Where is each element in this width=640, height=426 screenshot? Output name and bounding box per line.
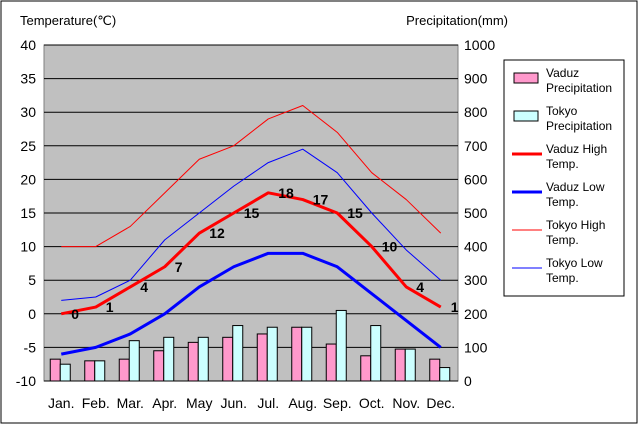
left-tick-label: -10 (16, 373, 36, 389)
precipitation-bar (128, 340, 140, 382)
series-line (61, 148, 442, 301)
series-line (60, 191, 442, 316)
right-axis-label: Precipitation(mm) (406, 13, 508, 28)
left-tick-label: 40 (20, 37, 36, 53)
precipitation-bar (197, 336, 209, 382)
precipitation-bar (153, 350, 165, 382)
left-tick-label: -5 (24, 339, 37, 355)
legend-swatch (513, 72, 539, 84)
precipitation-bar (370, 325, 382, 382)
legend-label: Vaduz High Temp. (546, 142, 607, 171)
x-tick-label: Aug. (288, 395, 317, 411)
series-line (60, 251, 442, 356)
x-tick-label: Dec. (426, 395, 455, 411)
data-label: 4 (416, 279, 424, 295)
right-tick-label: 800 (464, 104, 488, 120)
data-label: 1 (451, 299, 459, 315)
gridlines (44, 44, 458, 382)
precipitation-bar (256, 333, 268, 382)
legend-box (503, 59, 625, 297)
right-tick-label: 200 (464, 306, 488, 322)
precipitation-bar (404, 348, 416, 382)
data-labels: 0 1 4 7 12 15 18 17 15 10 4 1 (71, 185, 459, 322)
x-tick-label: Mar. (117, 395, 144, 411)
precipitation-bar (118, 358, 130, 382)
precipitation-bar (163, 336, 175, 382)
data-label: 4 (140, 279, 148, 295)
precipitation-bar (301, 326, 313, 382)
left-tick-label: 30 (20, 104, 36, 120)
precipitation-bars (49, 309, 451, 382)
data-label: 12 (209, 225, 225, 241)
legend-label: Tokyo High Temp. (546, 218, 605, 247)
precipitation-bar (222, 336, 234, 382)
left-tick-label: 5 (28, 272, 36, 288)
precipitation-bar (84, 360, 96, 382)
data-label: 15 (347, 205, 363, 221)
precipitation-bar (394, 348, 406, 382)
x-tick-label: Oct. (359, 395, 385, 411)
left-tick-label: 20 (20, 171, 36, 187)
left-axis-label: Temperature(℃) (20, 13, 116, 28)
temperature-lines (60, 104, 442, 356)
precipitation-bar (429, 358, 441, 382)
precipitation-bar (59, 363, 71, 382)
right-tick-label: 400 (464, 239, 488, 255)
right-tick-label: 0 (464, 373, 472, 389)
precipitation-bar (325, 343, 337, 382)
precipitation-bar (291, 326, 303, 382)
series-line (61, 104, 442, 248)
data-label: 15 (244, 205, 260, 221)
data-label: 18 (278, 185, 294, 201)
precipitation-bar (232, 325, 244, 382)
legend-label: Tokyo Low Temp. (546, 256, 603, 285)
legend-label: Vaduz Precipitation (546, 66, 612, 95)
x-tick-label: Jun. (221, 395, 247, 411)
legend-swatch (513, 110, 539, 122)
x-tick-label: Sep. (323, 395, 352, 411)
data-label: 0 (71, 306, 79, 322)
data-label: 1 (106, 299, 114, 315)
x-tick-label: Jan. (48, 395, 74, 411)
left-tick-label: 35 (20, 71, 36, 87)
right-tick-label: 500 (464, 205, 488, 221)
x-tick-label: Nov. (392, 395, 420, 411)
right-tick-label: 700 (464, 138, 488, 154)
x-tick-label: Feb. (82, 395, 110, 411)
legend: Vaduz Precipitation Tokyo Precipitation Vadu… (503, 59, 625, 297)
x-tick-label: May (186, 395, 212, 411)
axis-ticks: -10-505101520253035400100200300400500600… (16, 37, 496, 411)
precipitation-bar (335, 309, 347, 382)
right-tick-label: 900 (464, 71, 488, 87)
left-tick-label: 25 (20, 138, 36, 154)
right-tick-label: 1000 (464, 37, 495, 53)
legend-label: Vaduz Low Temp. (546, 180, 605, 209)
precipitation-bar (439, 367, 451, 382)
precipitation-bar (360, 355, 372, 382)
precipitation-bar (49, 358, 61, 382)
right-tick-label: 100 (464, 339, 488, 355)
precipitation-bar (94, 360, 106, 382)
right-tick-label: 600 (464, 171, 488, 187)
data-label: 7 (175, 259, 183, 275)
data-label: 17 (313, 192, 329, 208)
left-tick-label: 10 (20, 239, 36, 255)
right-tick-label: 300 (464, 272, 488, 288)
data-label: 10 (382, 239, 398, 255)
precipitation-bar (266, 326, 278, 382)
x-tick-label: Apr. (152, 395, 177, 411)
left-tick-label: 0 (28, 306, 36, 322)
legend-label: Tokyo Precipitation (546, 104, 612, 133)
x-tick-label: Jul. (257, 395, 279, 411)
precipitation-bar (187, 341, 199, 382)
left-tick-label: 15 (20, 205, 36, 221)
